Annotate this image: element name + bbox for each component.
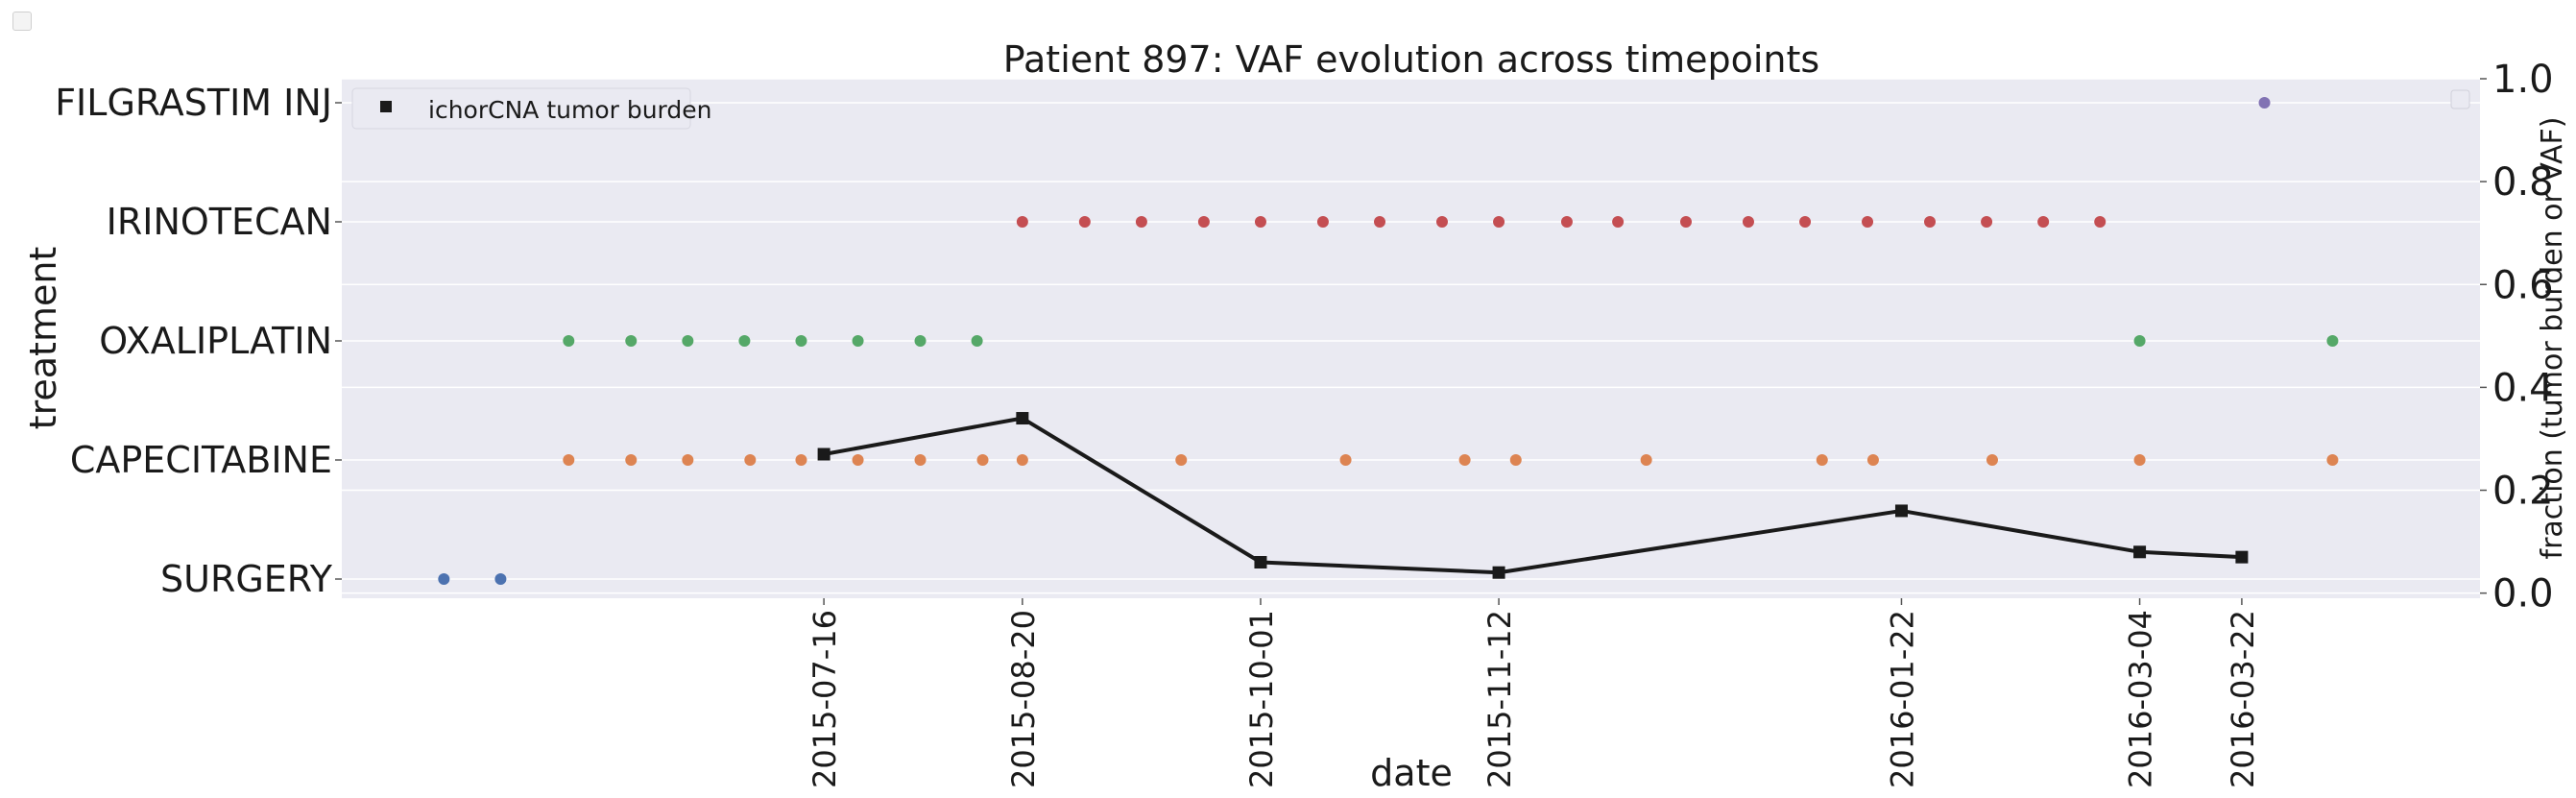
treatment-event-point (2094, 216, 2107, 228)
treatment-event-point (1078, 216, 1091, 228)
x-tick-label: 2015-08-20 (1005, 610, 1042, 788)
treatment-event-point (1339, 454, 1352, 466)
treatment-event-point (738, 335, 751, 347)
treatment-event-point (2258, 97, 2271, 109)
right-axis-label: fraction (tumor burden or VAF) (2536, 117, 2569, 560)
tumor-burden-point (1492, 566, 1505, 579)
right-axis: 0.0 0.2 0.4 0.6 0.8 1.0 (2480, 58, 2554, 617)
treatment-event-point (971, 335, 983, 347)
corner-checkbox (12, 12, 32, 31)
treatment-event-point (1799, 216, 1812, 228)
treatment-event-point (1374, 216, 1386, 228)
treatment-event-point (494, 573, 507, 585)
treatment-event-point (1816, 454, 1828, 466)
treatment-event-point (625, 454, 638, 466)
x-tick-label: 2015-11-12 (1481, 610, 1518, 788)
grid (342, 78, 2480, 594)
treatment-event-point (1435, 216, 1448, 228)
chart-title: Patient 897: VAF evolution across timepo… (1003, 38, 1819, 81)
treatment-event-point (682, 335, 694, 347)
treatment-event-point (2133, 335, 2146, 347)
x-tick-label: 2015-07-16 (807, 610, 843, 788)
treatment-event-point (744, 454, 757, 466)
treatment-event-point (976, 454, 989, 466)
treatment-event-point (914, 335, 927, 347)
treatment-event-point (852, 335, 864, 347)
treatment-event-point (1612, 216, 1625, 228)
empty-legend-box (2450, 89, 2470, 109)
treatment-event-point (1866, 454, 1879, 466)
plot-background (342, 79, 2480, 598)
treatment-event-point (1509, 454, 1522, 466)
x-tick-label: 2016-03-22 (2225, 610, 2261, 788)
x-tick-label: 2016-03-04 (2123, 610, 2159, 788)
treatment-event-point (1016, 216, 1028, 228)
tumor-burden-point (2133, 545, 2147, 559)
treatment-label: SURGERY (160, 558, 333, 600)
treatment-event-point (852, 454, 864, 466)
treatment-event-point (682, 454, 694, 466)
x-axis-label: date (1370, 752, 1453, 794)
tumor-burden-series (817, 412, 2249, 579)
treatment-event-point (1986, 454, 1998, 466)
right-tick-label: 1.0 (2492, 58, 2554, 102)
treatment-event-point (563, 335, 575, 347)
treatment-event-point (1640, 454, 1652, 466)
treatment-label: FILGRASTIM INJ (55, 82, 332, 124)
treatment-event-point (795, 454, 807, 466)
treatment-event-point (1560, 216, 1573, 228)
left-axis: FILGRASTIM INJ IRINOTECAN OXALIPLATIN CAPEC… (55, 82, 342, 600)
tumor-burden-point (1016, 412, 1029, 425)
treatment-event-point (2326, 335, 2339, 347)
legend-label: ichorCNA tumor burden (428, 96, 711, 124)
treatment-event-point (1135, 216, 1147, 228)
treatment-label: OXALIPLATIN (99, 320, 332, 362)
treatment-event-point (1679, 216, 1692, 228)
tumor-burden-point (2235, 550, 2249, 564)
treatment-event-point (1197, 216, 1210, 228)
treatment-event-point (1175, 454, 1188, 466)
x-tick-label: 2016-01-22 (1884, 610, 1920, 788)
tumor-burden-point (1894, 504, 1908, 518)
treatment-event-point (2133, 454, 2146, 466)
treatment-event-point (625, 335, 638, 347)
treatment-event-point (1458, 454, 1471, 466)
right-tick-label: 0.6 (2492, 263, 2554, 307)
treatment-event-point (563, 454, 575, 466)
tumor-burden-point (817, 447, 831, 461)
treatment-event-point (438, 573, 450, 585)
treatment-event-point (1016, 454, 1028, 466)
left-axis-label: treatment (22, 247, 64, 430)
treatment-event-point (795, 335, 807, 347)
treatment-event-point (1316, 216, 1329, 228)
right-tick-label: 0.8 (2492, 160, 2554, 205)
legend-box (351, 87, 691, 130)
treatment-event-point (1981, 216, 1993, 228)
right-tick-label: 0.4 (2492, 366, 2554, 410)
treatment-label: IRINOTECAN (107, 201, 332, 243)
x-axis: 2015-07-16 2015-08-20 2015-10-01 2015-11-12… (807, 598, 2261, 788)
right-tick-label: 0.2 (2492, 470, 2554, 514)
treatment-label: CAPECITABINE (70, 439, 332, 481)
tumor-burden-point (1254, 556, 1267, 569)
treatment-event-point (1493, 216, 1505, 228)
treatment-events (438, 97, 2339, 585)
right-tick-label: 0.0 (2492, 572, 2554, 617)
treatment-event-point (2326, 454, 2339, 466)
treatment-event-point (1742, 216, 1754, 228)
x-tick-label: 2015-10-01 (1243, 610, 1280, 788)
treatment-event-point (1254, 216, 1266, 228)
treatment-event-point (2037, 216, 2050, 228)
legend: ichorCNA tumor burden (351, 87, 711, 130)
treatment-event-point (1862, 216, 1874, 228)
treatment-event-point (1924, 216, 1937, 228)
legend-marker (380, 101, 392, 112)
treatment-event-point (914, 454, 927, 466)
